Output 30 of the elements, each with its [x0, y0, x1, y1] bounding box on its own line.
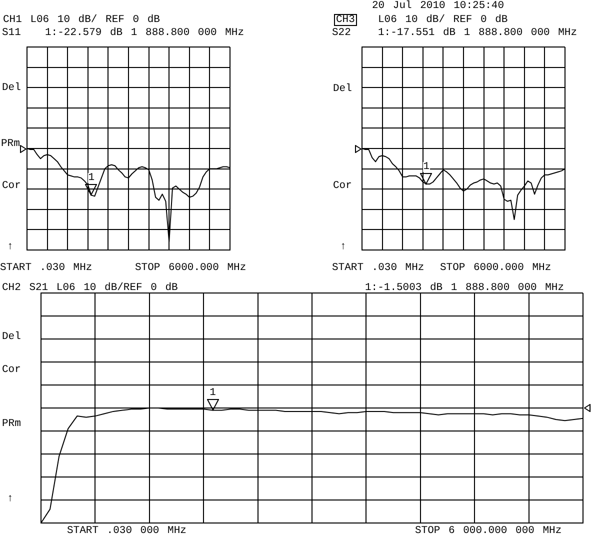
chart-title: CH2 S21 L06 10 dB/REF 0 dB [2, 282, 178, 294]
text: STOP 6 000.000 000 MHz [415, 525, 562, 535]
text: START .030 MHz [332, 262, 424, 274]
text: CH3 [334, 14, 357, 26]
text: 1:-1.5003 dB 1 888.800 000 MHz [365, 282, 564, 294]
chart-title: CH1 L06 10 dB/ REF 0 dB [3, 14, 160, 26]
annotation: 1 [423, 161, 430, 174]
text: Cor [333, 180, 352, 192]
text: START .030 000 MHz [67, 525, 186, 535]
text: Cor [2, 180, 21, 192]
text: 1:-17.551 dB 1 888.800 000 MHz [378, 27, 578, 39]
text: STOP 6000.000 MHz [135, 262, 246, 274]
text: PRm [1, 138, 20, 150]
text: ↑ [7, 241, 14, 253]
annotation: 1 [88, 172, 95, 184]
text: ↑ [7, 493, 14, 505]
text: PRm [2, 418, 21, 430]
text: Del [333, 83, 352, 95]
text: 1:-22.579 dB 1 888.800 000 MHz [45, 27, 244, 39]
chart-subtitle: S11 [2, 27, 21, 39]
text: 20 Jul 2010 10:25:40 [372, 0, 504, 12]
text: STOP 6000.000 MHz [440, 262, 552, 274]
chart-title: L06 10 dB/ REF 0 dB [378, 14, 508, 26]
text: Del [2, 82, 21, 94]
text: Cor [2, 364, 21, 376]
text: ↑ [340, 241, 346, 253]
text: START .030 MHz [0, 262, 92, 274]
chart-subtitle: S22 [332, 27, 351, 39]
text: Del [2, 331, 21, 343]
text: 1 [210, 387, 216, 400]
